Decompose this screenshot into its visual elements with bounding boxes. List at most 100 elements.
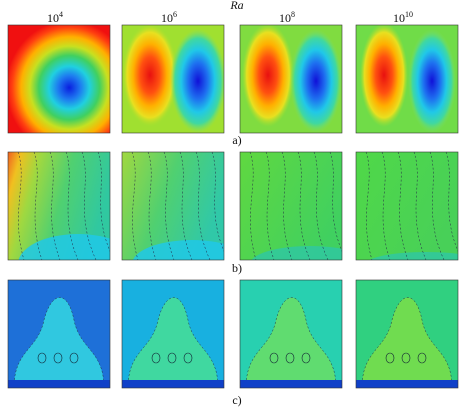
contour-panel bbox=[121, 279, 225, 389]
header-base: 10 bbox=[393, 11, 405, 25]
panel-field bbox=[356, 280, 458, 388]
bottom-band bbox=[240, 380, 342, 388]
panel-border bbox=[121, 24, 225, 134]
cool-region bbox=[132, 240, 224, 260]
ra-label: Ra bbox=[229, 0, 243, 12]
panel-border bbox=[7, 151, 111, 261]
header-exponent: 4 bbox=[59, 10, 63, 19]
cool-region bbox=[18, 234, 110, 260]
panel-field bbox=[8, 280, 110, 388]
hot-cell bbox=[360, 25, 408, 127]
isoline bbox=[429, 152, 445, 260]
contour-panel bbox=[239, 279, 343, 389]
isoline bbox=[179, 152, 193, 260]
isoline bbox=[313, 152, 329, 260]
bottom-band bbox=[356, 380, 458, 388]
plume bbox=[13, 297, 105, 388]
field bbox=[240, 152, 342, 260]
isoline bbox=[65, 152, 79, 260]
panel-border bbox=[355, 24, 459, 134]
isoline bbox=[211, 152, 224, 252]
row-label: a) bbox=[232, 133, 241, 147]
cool-region bbox=[251, 246, 342, 260]
eddy bbox=[183, 352, 193, 364]
panel-field bbox=[240, 25, 342, 133]
isoline bbox=[381, 152, 391, 260]
isoline bbox=[413, 152, 427, 260]
field bbox=[356, 152, 458, 260]
header-exponent: 6 bbox=[173, 10, 177, 19]
isoline bbox=[329, 152, 342, 252]
panel-field bbox=[8, 152, 110, 260]
panel-field bbox=[356, 25, 458, 133]
contour-panel bbox=[7, 24, 111, 134]
eddy bbox=[167, 352, 177, 364]
isoline bbox=[397, 152, 409, 260]
isoline bbox=[97, 152, 110, 252]
eddy bbox=[151, 352, 161, 364]
contour-panel bbox=[121, 24, 225, 134]
contour-panel bbox=[355, 279, 459, 389]
contour-panel bbox=[239, 24, 343, 134]
header-base: 10 bbox=[161, 11, 173, 25]
isoline bbox=[365, 152, 373, 260]
isoline bbox=[81, 152, 97, 260]
cold-cell bbox=[290, 29, 342, 133]
bottom-band bbox=[122, 380, 224, 388]
eddy bbox=[301, 352, 311, 364]
panel-field bbox=[240, 152, 342, 260]
contour-panel bbox=[239, 151, 343, 261]
isoline bbox=[49, 152, 61, 260]
eddy bbox=[401, 352, 411, 364]
panel-border bbox=[355, 151, 459, 261]
plume bbox=[127, 297, 219, 388]
contour-panel bbox=[121, 151, 225, 261]
header-base: 10 bbox=[47, 11, 59, 25]
header-base: 10 bbox=[279, 11, 291, 25]
isoline bbox=[297, 152, 311, 260]
plume bbox=[245, 297, 337, 388]
panel-field bbox=[356, 152, 458, 260]
contour-panel bbox=[355, 24, 459, 134]
panel-border bbox=[355, 279, 459, 389]
isoline bbox=[265, 152, 275, 260]
isoline bbox=[195, 152, 211, 260]
isoline bbox=[163, 152, 175, 260]
header-exponent: 10 bbox=[405, 10, 413, 19]
plume bbox=[361, 297, 453, 388]
bottom-band bbox=[8, 380, 110, 388]
eddy bbox=[385, 352, 395, 364]
cold-cell bbox=[408, 29, 456, 133]
contour-panel bbox=[7, 151, 111, 261]
row-label: b) bbox=[232, 261, 242, 275]
eddy bbox=[269, 352, 279, 364]
hot-cell bbox=[122, 25, 178, 127]
panel-field bbox=[240, 280, 342, 388]
column-header: 1010 bbox=[393, 10, 413, 25]
panel-border bbox=[239, 24, 343, 134]
panel-border bbox=[239, 279, 343, 389]
column-header: 108 bbox=[279, 10, 295, 25]
isoline bbox=[249, 152, 257, 260]
panel-border bbox=[239, 151, 343, 261]
column-header: 104 bbox=[47, 10, 63, 25]
cold-cell bbox=[170, 29, 224, 133]
panel-border bbox=[121, 151, 225, 261]
contour-panel bbox=[7, 279, 111, 389]
eddy bbox=[53, 352, 63, 364]
panel-border bbox=[121, 279, 225, 389]
eddy bbox=[285, 352, 295, 364]
isoline bbox=[281, 152, 293, 260]
contour-panel bbox=[355, 151, 459, 261]
eddy bbox=[417, 352, 427, 364]
panel-field bbox=[8, 25, 110, 133]
column-header: 106 bbox=[161, 10, 177, 25]
panel-border bbox=[7, 279, 111, 389]
isoline bbox=[33, 152, 43, 260]
panel-field bbox=[122, 280, 224, 388]
panel-field bbox=[122, 152, 224, 260]
isoline bbox=[131, 152, 139, 260]
panel-field bbox=[122, 25, 224, 133]
panel-border bbox=[7, 24, 111, 134]
